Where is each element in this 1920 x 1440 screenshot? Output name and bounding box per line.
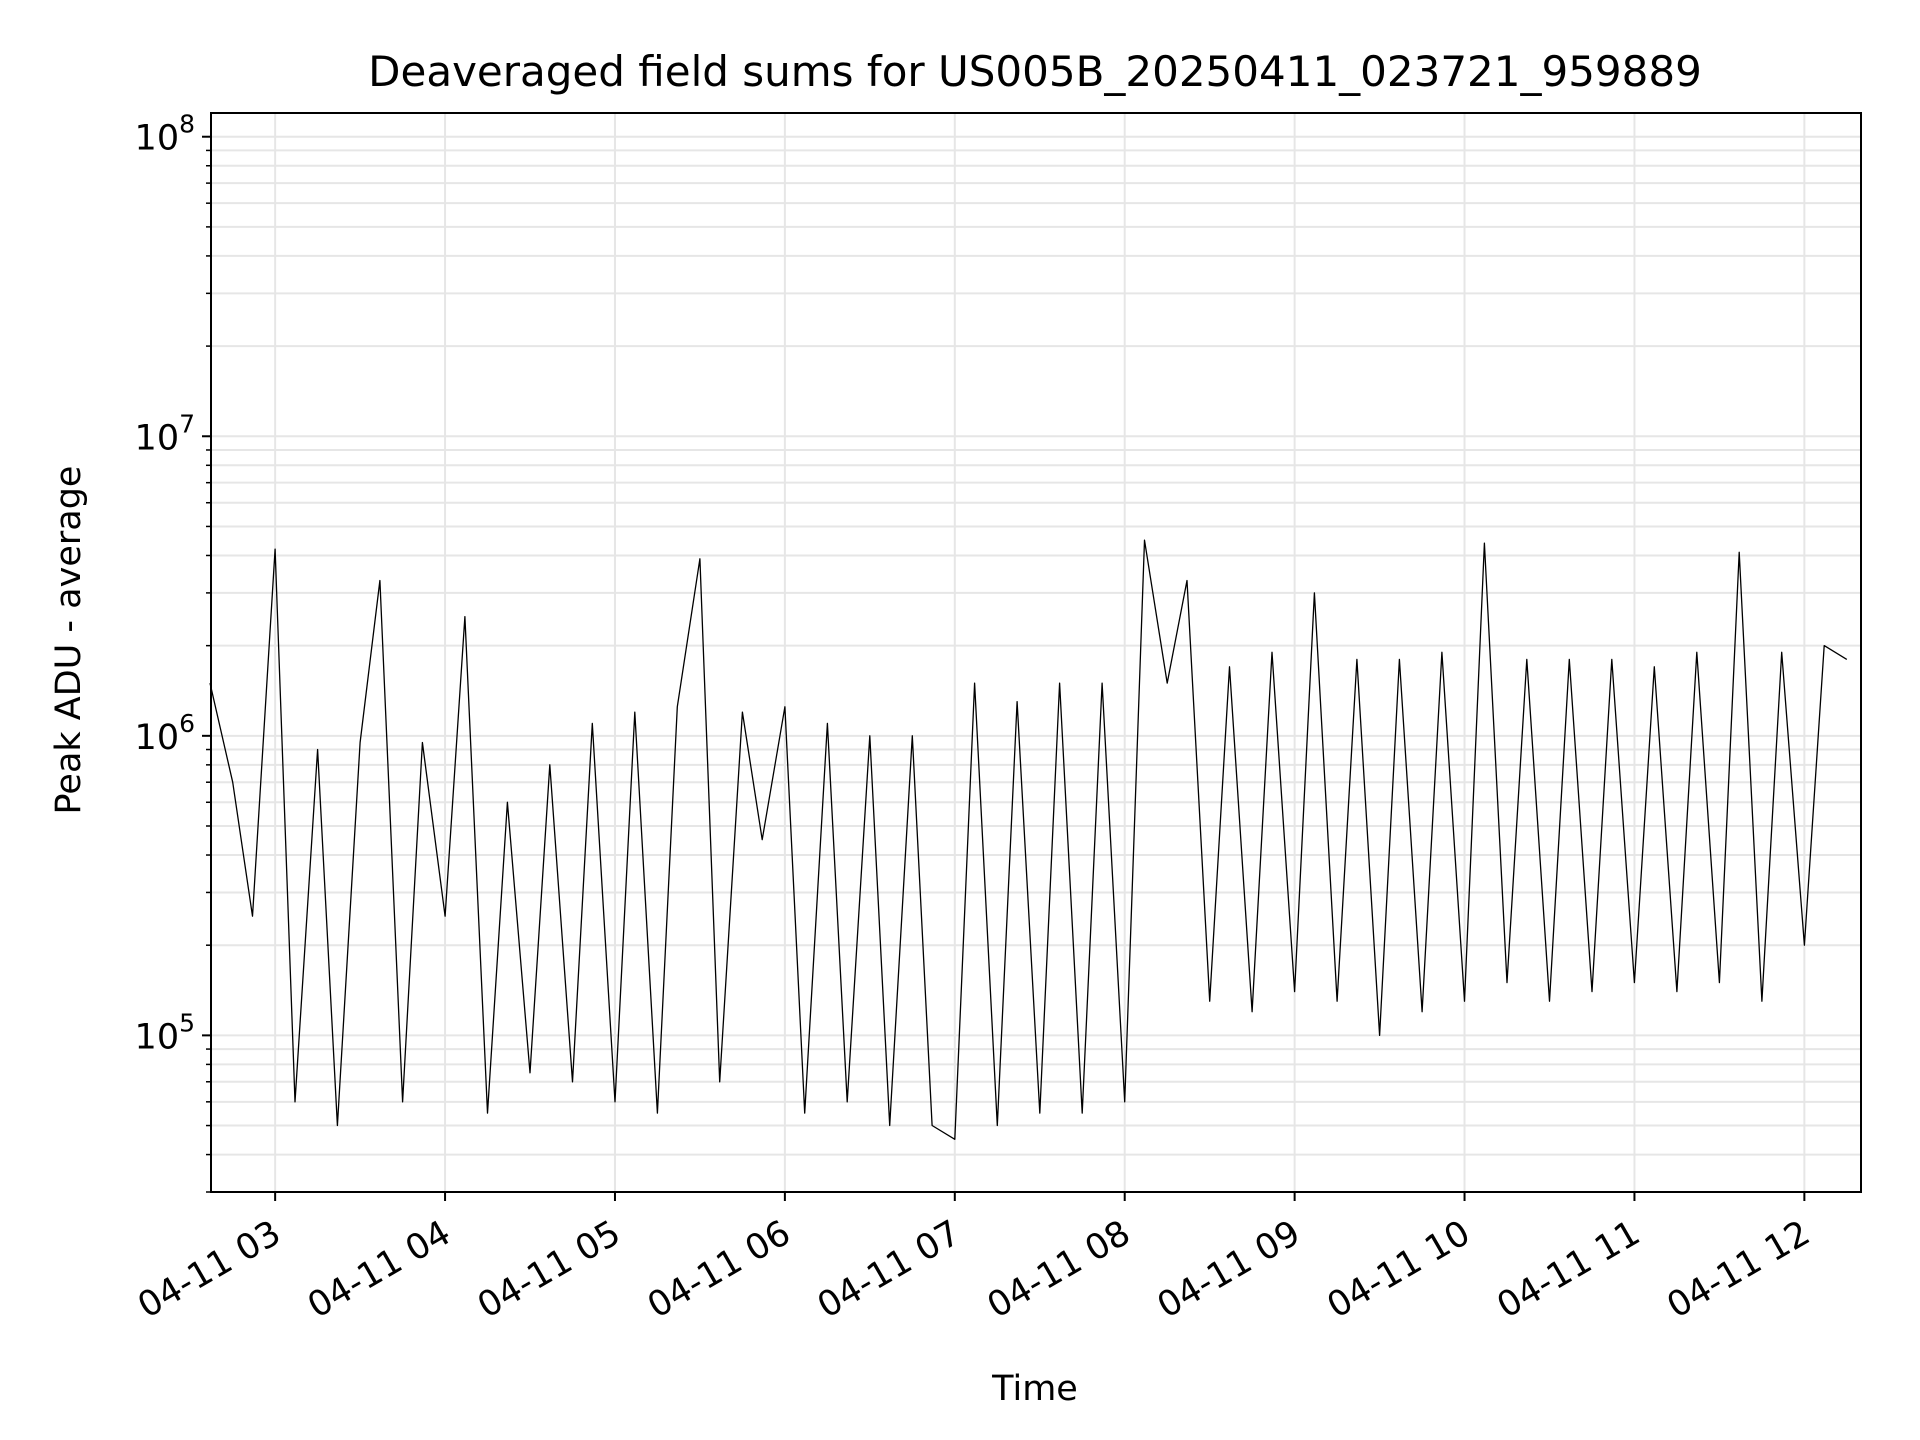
y-tick-label: 105 (135, 1008, 195, 1057)
y-axis-title: Peak ADU - average (49, 466, 89, 815)
chart-title: Deaveraged field sums for US005B_2025041… (368, 47, 1702, 96)
series-line (209, 539, 1848, 1140)
y-tick-label: 108 (135, 110, 195, 159)
y-tick-label: 107 (135, 409, 195, 458)
grid (211, 113, 1861, 1193)
plot-frame (210, 112, 1862, 1193)
y-tick-label: 106 (135, 709, 195, 758)
x-axis-title: Time (991, 1369, 1078, 1409)
series-layer (209, 539, 1848, 1140)
